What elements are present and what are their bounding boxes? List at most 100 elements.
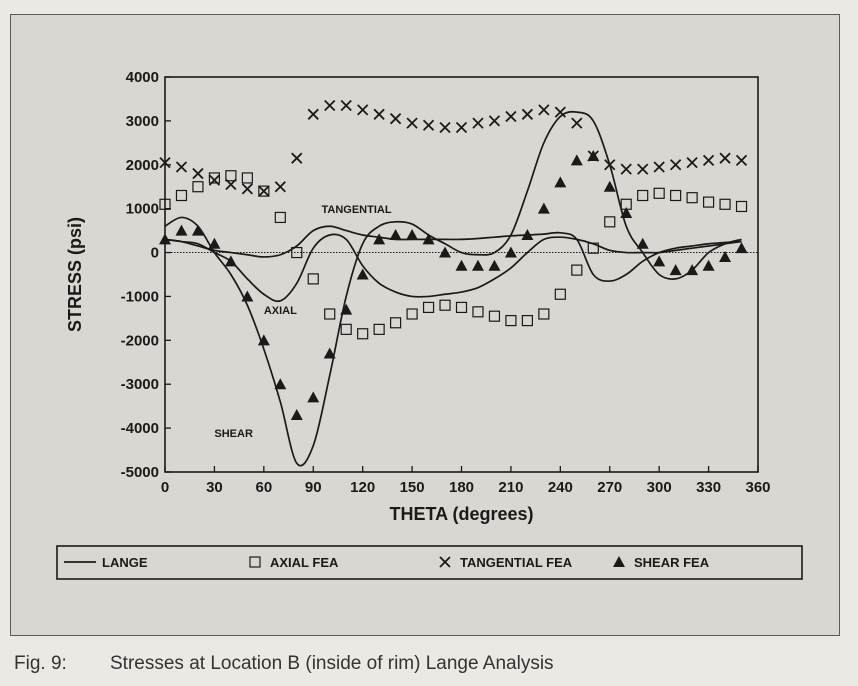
axial-fea-point <box>241 172 253 184</box>
tangential-fea-point <box>554 106 566 118</box>
tangential-fea-point <box>653 161 665 173</box>
shear-fea-point <box>554 176 567 188</box>
y-tick-label: 4000 <box>126 69 159 86</box>
caption-text: Stresses at Location B (inside of rim) L… <box>110 653 554 674</box>
figure-frame <box>10 14 840 636</box>
shear-fea-point <box>537 202 550 214</box>
shear-fea-point <box>159 233 171 245</box>
legend-label: SHEAR FEA <box>634 555 710 570</box>
tangential-fea-point <box>702 154 715 167</box>
tangential-fea-point <box>291 152 303 164</box>
axial-fea-point <box>505 314 517 327</box>
legend-label: TANGENTIAL FEA <box>460 555 573 570</box>
tangential-fea-point <box>324 99 336 112</box>
tangential-fea-point <box>472 117 484 129</box>
legend: LANGE AXIAL FEA TANGENTIAL FEA SHEAR FEA <box>56 545 803 580</box>
axial-fea-point <box>439 299 451 311</box>
shear-fea-point <box>191 224 204 236</box>
shear-fea-point <box>208 237 221 249</box>
axial-fea-point <box>604 216 616 228</box>
axial-fea-point <box>488 310 501 322</box>
legend-tangential-fea-symbol <box>439 556 451 568</box>
shear-fea-point <box>455 259 468 271</box>
tangential-fea-point <box>735 154 748 167</box>
legend-axial-fea-symbol <box>249 556 261 568</box>
tangential-fea-point <box>406 117 418 129</box>
x-tick-label: 90 <box>305 479 322 496</box>
shear-fea-point <box>603 180 616 192</box>
shear-fea-point <box>636 237 649 249</box>
lange-lines <box>164 110 742 467</box>
shear-fea-point <box>323 347 336 359</box>
tangential-fea-point <box>373 108 385 120</box>
axes: 0 30 60 90 120 150 180 210 240 270 300 330 360 4000 30… <box>65 69 771 524</box>
tangential-fea-point <box>719 152 731 164</box>
axial-fea-point <box>324 308 336 320</box>
shear-fea-point <box>488 259 501 271</box>
y-tick-label: 2000 <box>126 157 159 174</box>
shear-fea-point <box>735 242 748 254</box>
axial-fea-point <box>175 189 188 202</box>
x-tick-label: 330 <box>696 479 721 496</box>
shear-fea-point <box>653 255 666 267</box>
axial-fea-point <box>406 308 418 320</box>
x-tick-label: 300 <box>647 479 672 496</box>
shear-fea-point <box>356 268 369 280</box>
axial-fea-point <box>291 246 303 259</box>
axial-fea-point <box>357 328 369 340</box>
x-tick-label: 30 <box>206 479 223 496</box>
tangential-fea-point <box>422 119 435 131</box>
shear-fea-point <box>719 250 732 262</box>
annotation-shear: SHEAR <box>214 428 253 440</box>
shear-fea-point <box>669 264 682 276</box>
lange-shear-line <box>164 110 742 467</box>
tangential-fea-point <box>488 115 501 127</box>
axial-fea-point <box>208 172 221 184</box>
axial-fea-point <box>455 301 468 314</box>
caption-label: Fig. 9: <box>14 653 67 674</box>
tangential-fea-point <box>505 110 517 123</box>
axial-fea-point <box>637 189 649 202</box>
shear-fea-point <box>570 154 583 166</box>
x-tick-label: 270 <box>597 479 622 496</box>
tangential-fea-point <box>241 183 253 195</box>
x-tick-label: 60 <box>255 479 272 496</box>
x-tick-label: 120 <box>350 479 375 496</box>
axial-fea-point <box>422 301 435 314</box>
lange-tangential-line <box>164 225 742 282</box>
tangential-fea-point <box>208 174 221 186</box>
x-tick-label: 210 <box>498 479 523 496</box>
shear-fea-point <box>290 408 303 420</box>
tangential-fea-point <box>604 159 616 171</box>
tangential-fea-point <box>357 104 369 116</box>
axial-fea-point <box>653 187 665 199</box>
y-tick-label: 0 <box>151 245 159 262</box>
y-tick-label: 3000 <box>126 113 159 130</box>
legend-label: AXIAL FEA <box>270 555 339 570</box>
x-tick-label: 240 <box>548 479 573 496</box>
tangential-fea-point <box>521 108 534 120</box>
tangential-fea-point <box>538 104 550 116</box>
shear-fea-point <box>587 150 600 161</box>
shear-fea-point <box>702 259 715 271</box>
shear-fea-point <box>521 229 534 240</box>
axial-fea-point <box>159 198 171 210</box>
axial-fea-point <box>719 198 731 210</box>
axial-fea-point <box>587 242 599 254</box>
tangential-fea-point <box>307 108 319 120</box>
x-tick-label: 180 <box>449 479 474 496</box>
shear-fea-point <box>406 229 419 240</box>
axial-fea-point <box>538 308 550 320</box>
tangential-fea-point <box>686 156 698 169</box>
tangential-fea-point <box>670 159 682 171</box>
y-tick-label: -2000 <box>121 332 159 349</box>
axial-fea-point <box>521 314 533 327</box>
axial-fea-point <box>571 264 583 276</box>
shear-fea-point <box>274 378 287 390</box>
shear-fea-point <box>439 246 452 258</box>
tangential-fea-point <box>225 178 237 191</box>
axial-fea-point <box>702 196 715 208</box>
figure-caption: Fig. 9: Stresses at Location B (inside of… <box>14 653 554 675</box>
tangential-fea-point <box>258 185 270 197</box>
